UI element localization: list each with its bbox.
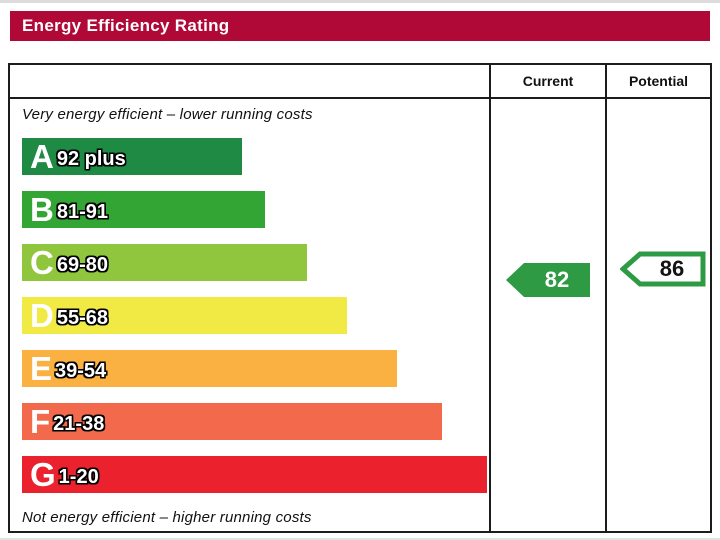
band-g-letter: G [30,456,56,493]
column-header-current: Current [522,73,574,89]
band-c: C 69-80 [22,244,307,281]
left-arrow-icon [620,251,706,287]
divider-potential-column [605,65,607,531]
band-d-letter: D [30,297,54,334]
band-e-range: 39-54 [55,360,107,382]
band-g-range: 1-20 [58,466,99,488]
left-arrow-icon [506,263,590,297]
page-title: Energy Efficiency Rating [22,16,230,35]
band-c-letter: C [30,244,54,281]
band-d-range: 55-68 [56,307,108,329]
band-d: D 55-68 [22,297,347,334]
current-arrow-shape [506,263,590,297]
band-f-range: 21-38 [53,413,105,435]
current-rating-arrow: 82 [505,262,591,298]
page-title-bar: Energy Efficiency Rating [10,11,710,41]
band-a: A 92 plus [22,138,242,175]
band-f-letter: F [30,403,51,440]
column-header-potential: Potential [628,73,689,89]
band-b: B 81-91 [22,191,265,228]
potential-arrow-shape [620,251,706,287]
chart-body: Very energy efficient – lower running co… [10,97,710,531]
energy-rating-chart: Current Potential Very energy efficient … [8,63,712,533]
top-note: Very energy efficient – lower running co… [22,106,313,123]
band-c-range: 69-80 [56,254,108,276]
potential-rating-value: 86 [659,256,685,281]
band-a-letter: A [30,138,54,175]
divider-current-column [489,65,491,531]
band-b-range: 81-91 [56,201,108,223]
band-e-letter: E [30,350,53,387]
divider-header-row [10,97,710,99]
band-a-range: 92 plus [56,148,126,170]
rating-bands: A 92 plus B 81-91 C 69-80 D 55-68 E [10,138,487,509]
band-g: G 1-20 [22,456,487,493]
band-e: E 39-54 [22,350,397,387]
bottom-note: Not energy efficient – higher running co… [22,509,312,526]
band-f: F 21-38 [22,403,442,440]
potential-rating-arrow: 86 [620,251,706,287]
current-rating-value: 82 [544,267,570,292]
band-b-letter: B [30,191,54,228]
